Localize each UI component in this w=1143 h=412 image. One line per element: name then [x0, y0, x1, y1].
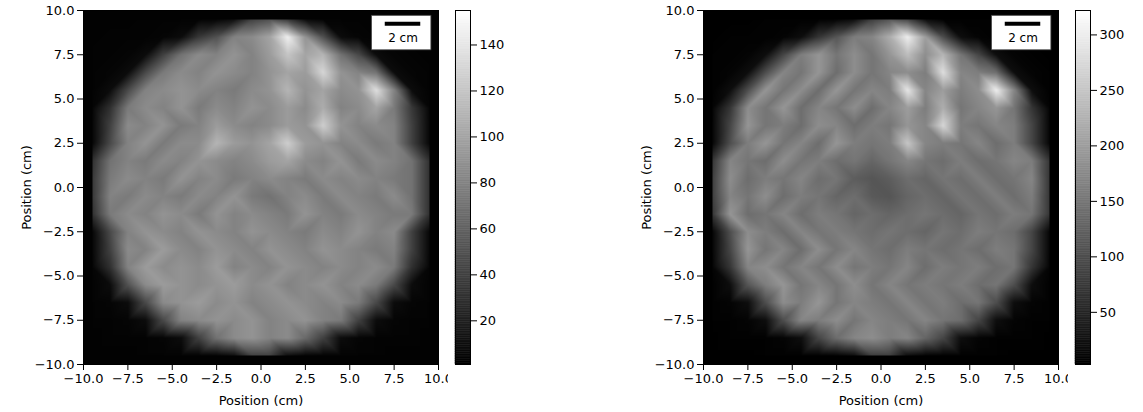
svg-text:7.5: 7.5 — [1004, 371, 1025, 386]
svg-text:2.5: 2.5 — [54, 135, 75, 150]
svg-text:150: 150 — [1100, 194, 1125, 209]
svg-text:20: 20 — [480, 313, 497, 328]
svg-text:−5.0: −5.0 — [776, 371, 808, 386]
svg-text:5.0: 5.0 — [54, 91, 75, 106]
svg-text:10.0: 10.0 — [424, 371, 448, 386]
svg-text:−7.5: −7.5 — [732, 371, 764, 386]
svg-text:2.5: 2.5 — [295, 371, 316, 386]
svg-text:5.0: 5.0 — [959, 371, 980, 386]
svg-text:40: 40 — [480, 267, 497, 282]
svg-text:−7.5: −7.5 — [43, 312, 75, 327]
svg-text:0.0: 0.0 — [251, 371, 272, 386]
svg-text:50: 50 — [1100, 305, 1117, 320]
svg-text:0.0: 0.0 — [54, 180, 75, 195]
svg-text:300: 300 — [1100, 27, 1125, 42]
svg-text:2.5: 2.5 — [915, 371, 936, 386]
svg-text:−5.0: −5.0 — [663, 268, 695, 283]
svg-text:5.0: 5.0 — [339, 371, 360, 386]
svg-text:0.0: 0.0 — [674, 180, 695, 195]
svg-text:7.5: 7.5 — [384, 371, 405, 386]
svg-text:−2.5: −2.5 — [201, 371, 233, 386]
svg-text:−7.5: −7.5 — [663, 312, 695, 327]
svg-text:2 cm: 2 cm — [1008, 31, 1038, 45]
svg-text:2 cm: 2 cm — [388, 31, 418, 45]
svg-text:10.0: 10.0 — [666, 3, 695, 18]
svg-text:−2.5: −2.5 — [821, 371, 853, 386]
svg-text:−10.0: −10.0 — [655, 357, 695, 372]
svg-text:200: 200 — [1100, 138, 1125, 153]
svg-text:10.0: 10.0 — [1044, 371, 1068, 386]
svg-text:−5.0: −5.0 — [156, 371, 188, 386]
svg-text:Position (cm): Position (cm) — [839, 393, 924, 408]
svg-text:Position (cm): Position (cm) — [19, 145, 34, 230]
svg-text:−7.5: −7.5 — [112, 371, 144, 386]
svg-text:−2.5: −2.5 — [43, 224, 75, 239]
svg-text:80: 80 — [480, 175, 497, 190]
svg-text:−10.0: −10.0 — [684, 371, 724, 386]
svg-text:120: 120 — [480, 83, 505, 98]
svg-text:Position (cm): Position (cm) — [219, 393, 304, 408]
svg-text:7.5: 7.5 — [674, 47, 695, 62]
svg-text:Position (cm): Position (cm) — [639, 145, 654, 230]
svg-text:100: 100 — [480, 129, 505, 144]
svg-text:60: 60 — [480, 221, 497, 236]
svg-text:−10.0: −10.0 — [64, 371, 104, 386]
svg-text:−5.0: −5.0 — [43, 268, 75, 283]
svg-text:7.5: 7.5 — [54, 47, 75, 62]
svg-text:2.5: 2.5 — [674, 135, 695, 150]
svg-text:0.0: 0.0 — [871, 371, 892, 386]
svg-text:140: 140 — [480, 37, 505, 52]
svg-text:−2.5: −2.5 — [663, 224, 695, 239]
svg-text:−10.0: −10.0 — [35, 357, 75, 372]
svg-text:100: 100 — [1100, 249, 1125, 264]
svg-text:10.0: 10.0 — [46, 3, 75, 18]
svg-text:250: 250 — [1100, 83, 1125, 98]
svg-text:5.0: 5.0 — [674, 91, 695, 106]
